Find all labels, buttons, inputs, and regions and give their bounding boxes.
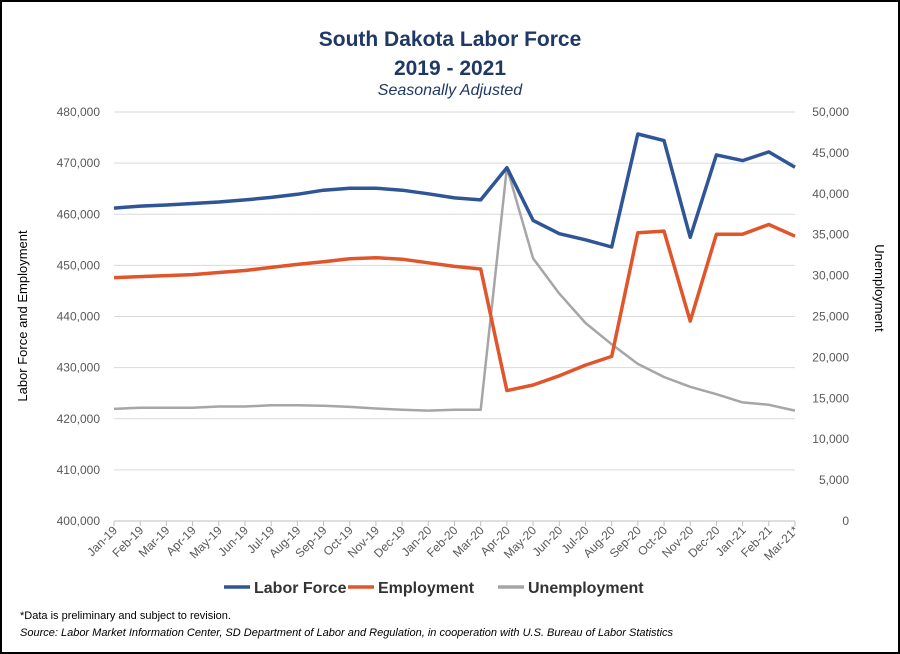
left-tick-label: 430,000: [57, 361, 101, 375]
left-tick-label: 470,000: [57, 156, 101, 170]
x-axis-ticks: Jan-19Feb-19Mar-19Apr-19May-19Jun-19Jul-…: [84, 521, 801, 563]
left-tick-label: 410,000: [57, 463, 101, 477]
x-tick-label: Jun-20: [530, 523, 566, 559]
chart-title: South Dakota Labor Force: [318, 28, 582, 51]
left-tick-label: 440,000: [57, 310, 101, 324]
left-tick-label: 460,000: [57, 207, 101, 221]
chart-title-years: 2019 - 2021: [393, 57, 507, 80]
right-axis-ticks: 0 5,000 10,000 15,000 20,000 25,000 30,000 35,0…: [812, 105, 849, 528]
right-tick-label: 0: [842, 514, 849, 528]
right-axis-title: Unemployment: [872, 244, 887, 332]
footnote-preliminary: *Data is preliminary and subject to revi…: [20, 610, 231, 622]
x-tick-label: Jun-19: [215, 523, 251, 559]
series-line-labor-force: [113, 132, 796, 249]
legend-label: Labor Force: [254, 580, 347, 597]
gridlines: [114, 111, 795, 471]
left-tick-label: 400,000: [57, 514, 101, 528]
left-axis-ticks: 400,000 410,000 420,000 430,000 440,000 450,0…: [57, 105, 101, 528]
series-line-employment: [113, 222, 796, 393]
left-axis-title: Labor Force and Employment: [15, 230, 30, 402]
chart-subtitle: Seasonally Adjusted: [377, 82, 523, 99]
left-tick-label: 420,000: [57, 412, 101, 426]
left-tick-label: 450,000: [57, 258, 101, 272]
footnote-source: Source: Labor Market Information Center,…: [20, 627, 674, 639]
right-tick-label: 25,000: [812, 310, 849, 324]
right-tick-label: 30,000: [812, 269, 849, 283]
right-tick-label: 5,000: [819, 473, 849, 487]
right-tick-label: 50,000: [812, 105, 849, 119]
right-tick-label: 20,000: [812, 350, 849, 364]
right-tick-label: 35,000: [812, 228, 849, 242]
right-tick-label: 40,000: [812, 187, 849, 201]
line-chart: 400,000 410,000 420,000 430,000 440,000 450,0…: [15, 105, 887, 597]
right-tick-label: 15,000: [812, 391, 849, 405]
legend-label: Employment: [378, 580, 475, 597]
legend: Labor Force Employment Unemployment: [224, 580, 644, 597]
left-tick-label: 480,000: [57, 105, 101, 119]
series-lines: [113, 132, 796, 412]
legend-label: Unemployment: [528, 580, 644, 597]
right-tick-label: 10,000: [812, 432, 849, 446]
right-tick-label: 45,000: [812, 146, 849, 160]
series-line-unemployment: [113, 166, 796, 412]
